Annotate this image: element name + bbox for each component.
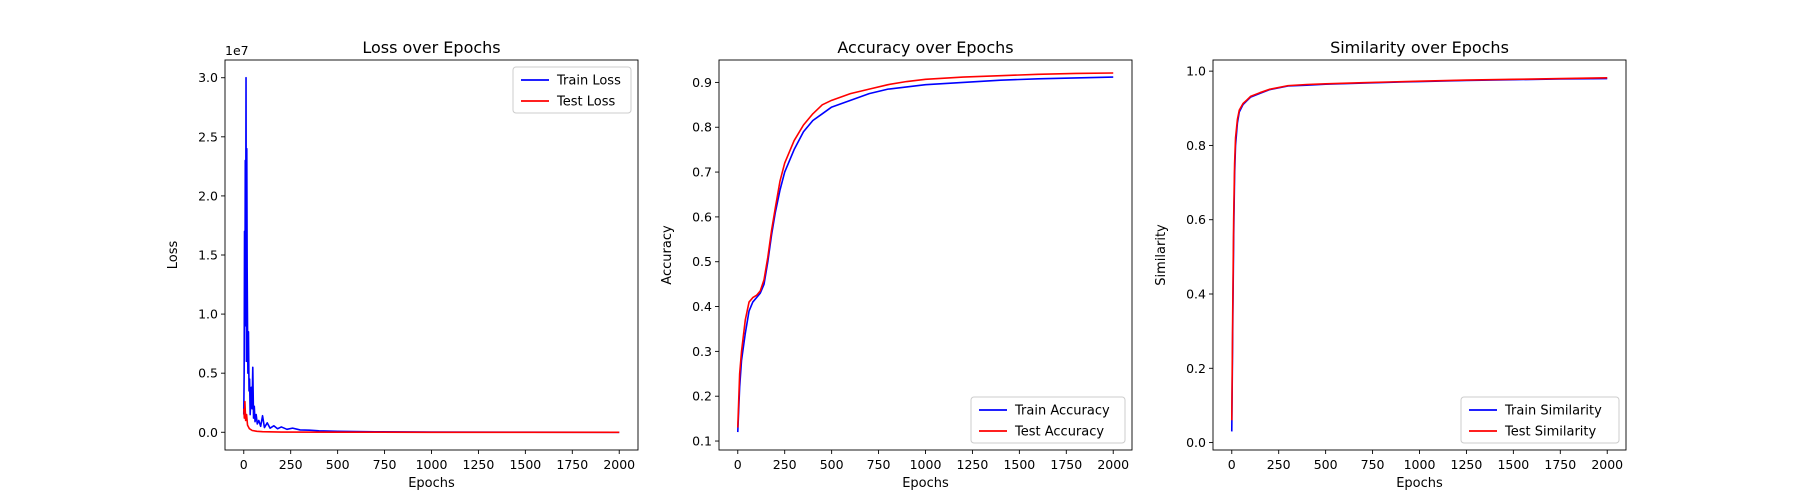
loss-y-axis-label: Loss [166,241,181,270]
loss-y-tick-label: 2.5 [198,129,218,144]
accuracy-x-tick-label: 1250 [957,457,989,472]
accuracy-y-tick-label: 0.5 [692,254,712,269]
similarity-legend-box [1460,396,1620,444]
similarity-y-tick-label: 0.6 [1186,212,1206,227]
accuracy-y-tick-label: 0.1 [692,434,712,449]
accuracy-x-tick-label: 1000 [910,457,942,472]
loss-x-tick-label: 0 [240,457,248,472]
accuracy-legend-label-train: Train Accuracy [1014,404,1110,419]
similarity-x-tick-label: 1500 [1497,457,1529,472]
chart-loss: 0 250 500 750 1000 1250 1500 1750 2000 0.0 0.5 1.0 1… [166,38,639,491]
similarity-x-tick-label: 1750 [1544,457,1576,472]
loss-series-test-line [242,400,620,434]
similarity-y-axis-label: Similarity [1154,224,1169,286]
accuracy-x-tick-label: 750 [867,457,891,472]
accuracy-chart-title: Accuracy over Epochs [837,38,1013,57]
loss-y-tick-label: 1.5 [198,248,218,263]
similarity-legend-label-test: Test Similarity [1504,425,1597,440]
similarity-y-tick-label: 0.2 [1186,361,1206,376]
loss-x-tick-label: 1500 [509,457,541,472]
similarity-series-test-line [1230,77,1608,421]
loss-legend-label-train: Train Loss [556,74,621,89]
loss-axes-frame [224,59,639,451]
similarity-y-tick-label: 1.0 [1186,64,1206,79]
accuracy-series-train-line [736,76,1114,433]
accuracy-axes-frame [718,59,1133,451]
loss-x-tick-label: 1750 [556,457,588,472]
accuracy-y-tick-label: 0.7 [692,165,712,180]
loss-y-tick-label: 0.5 [198,366,218,381]
accuracy-x-tick-label: 250 [773,457,797,472]
loss-y-tick-label: 0.0 [198,425,218,440]
accuracy-y-tick-label: 0.4 [692,299,712,314]
similarity-y-tick-label: 0.0 [1186,435,1206,450]
similarity-legend-label-train: Train Similarity [1504,404,1602,419]
similarity-series-train-line [1230,77,1608,432]
similarity-y-tick-label: 0.8 [1186,138,1206,153]
loss-legend: Train Loss Test Loss [512,66,632,114]
similarity-x-tick-label: 1250 [1451,457,1483,472]
accuracy-y-tick-label: 0.2 [692,389,712,404]
loss-y-tick-label: 2.0 [198,188,218,203]
accuracy-legend-box [970,396,1126,444]
accuracy-x-tick-label: 0 [734,457,742,472]
similarity-x-tick-label: 0 [1228,457,1236,472]
similarity-x-tick-label: 1000 [1404,457,1436,472]
similarity-x-tick-label: 2000 [1591,457,1623,472]
accuracy-x-tick-label: 500 [820,457,844,472]
accuracy-x-axis-label: Epochs [902,476,949,491]
accuracy-x-tick-label: 2000 [1097,457,1129,472]
similarity-y-tick-label: 0.4 [1186,287,1206,302]
accuracy-y-tick-label: 0.6 [692,209,712,224]
similarity-legend: Train Similarity Test Similarity [1460,396,1620,444]
loss-x-tick-label: 1250 [463,457,495,472]
accuracy-y-tick-label: 0.9 [692,75,712,90]
accuracy-y-tick-label: 0.3 [692,344,712,359]
loss-x-tick-label: 750 [373,457,397,472]
accuracy-legend: Train Accuracy Test Accuracy [970,396,1126,444]
similarity-x-tick-label: 750 [1361,457,1385,472]
loss-chart-title: Loss over Epochs [362,38,500,57]
similarity-x-tick-label: 500 [1314,457,1338,472]
loss-x-tick-label: 2000 [603,457,635,472]
loss-series-train-line [242,76,620,434]
loss-y-tick-label: 1.0 [198,307,218,322]
similarity-chart-title: Similarity over Epochs [1330,38,1509,57]
similarity-x-axis-label: Epochs [1396,476,1443,491]
accuracy-y-tick-label: 0.8 [692,120,712,135]
loss-x-tick-label: 250 [279,457,303,472]
accuracy-series-test-line [736,72,1114,428]
loss-legend-label-test: Test Loss [556,95,615,110]
accuracy-x-tick-label: 1750 [1050,457,1082,472]
similarity-x-tick-label: 250 [1267,457,1291,472]
accuracy-y-axis-label: Accuracy [660,225,675,285]
loss-y-tick-label: 3.0 [198,70,218,85]
chart-similarity: 0 250 500 750 1000 1250 1500 1750 2000 0.0 0.2 0.4 0… [1154,38,1627,491]
loss-x-axis-label: Epochs [408,476,455,491]
chart-accuracy: 0 250 500 750 1000 1250 1500 1750 2000 0.1 0.2 0.3 0… [660,38,1133,491]
similarity-axes-frame [1212,59,1627,451]
loss-x-tick-label: 1000 [416,457,448,472]
accuracy-x-tick-label: 1500 [1003,457,1035,472]
accuracy-legend-label-test: Test Accuracy [1014,425,1104,440]
loss-offset-text: 1e7 [225,43,249,58]
loss-x-tick-label: 500 [326,457,350,472]
